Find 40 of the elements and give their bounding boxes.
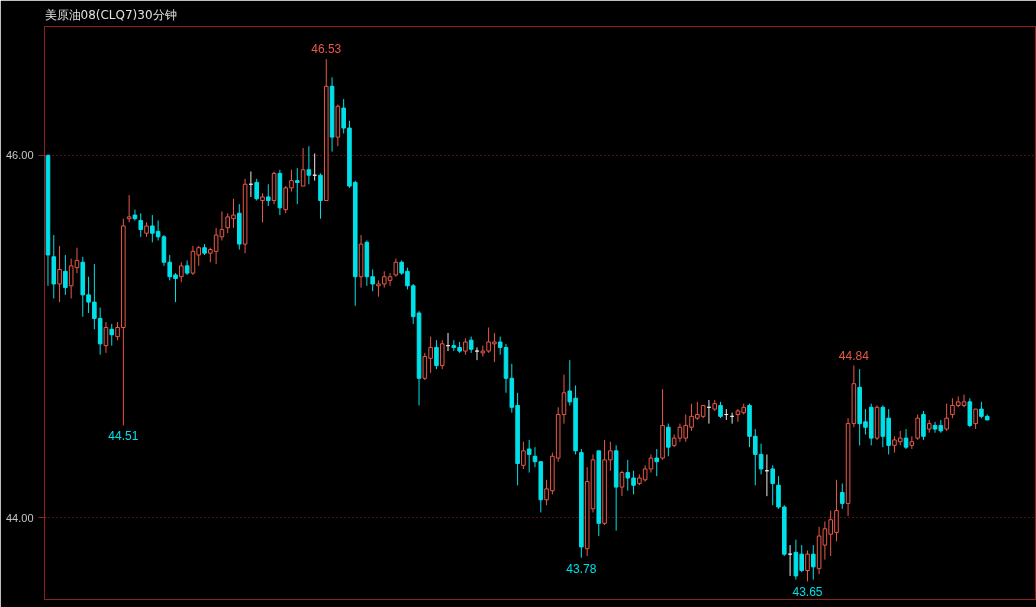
annotation: 43.78 (566, 561, 597, 576)
candlestick (810, 544, 816, 581)
candlestick (973, 408, 978, 430)
candlestick (63, 254, 68, 296)
candlestick (921, 410, 926, 441)
candlestick (266, 183, 271, 207)
candlestick (521, 441, 526, 470)
annotation: 46.53 (311, 42, 342, 57)
candlestick (57, 245, 62, 303)
candlestick (126, 194, 132, 223)
chart-title: 美原油08(CLQ7)30分钟 (44, 7, 177, 22)
candlestick (944, 403, 949, 432)
candlestick (300, 147, 306, 187)
candlestick (839, 482, 845, 510)
annotation: 44.84 (838, 348, 870, 363)
annotation: 43.65 (792, 585, 823, 600)
candlestick (393, 258, 399, 278)
candlestick (903, 428, 909, 450)
candlestick (805, 550, 810, 582)
y-tick-label: 46.00 (5, 149, 34, 162)
candlestick (434, 339, 439, 370)
candlestick (138, 212, 144, 238)
candlestick (666, 423, 671, 457)
candlestick (915, 414, 920, 441)
candlestick (260, 192, 265, 223)
candlestick (254, 178, 259, 202)
candlestick (109, 323, 115, 347)
candlestick (132, 209, 138, 222)
candlestick (306, 145, 312, 185)
annotation: 44.51 (108, 429, 139, 444)
candlestick (619, 470, 625, 497)
candlestick (526, 439, 532, 474)
candlestick (179, 261, 184, 283)
candlestick (474, 346, 480, 361)
candlestick (654, 448, 660, 477)
candlestick (294, 167, 300, 205)
candlestick (439, 339, 445, 370)
candlestick (770, 464, 775, 506)
y-tick-label: 44.00 (5, 511, 34, 524)
candlestick (967, 397, 973, 428)
